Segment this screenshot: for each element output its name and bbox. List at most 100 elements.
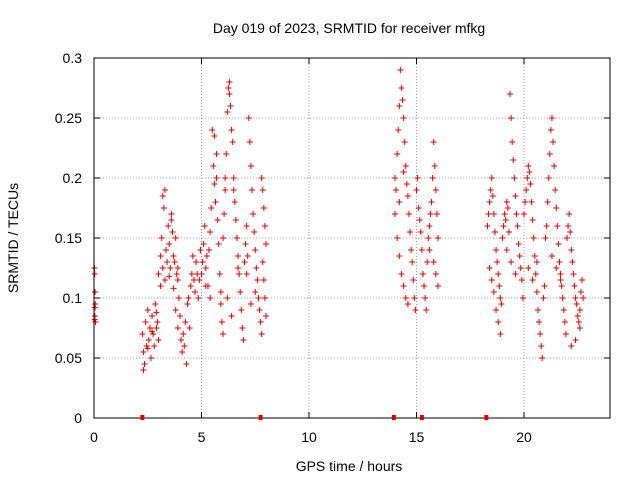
data-point xyxy=(402,295,409,301)
data-point xyxy=(517,265,524,271)
data-point xyxy=(419,271,426,277)
data-point xyxy=(488,175,495,181)
data-point xyxy=(201,223,208,229)
data-point xyxy=(403,181,410,187)
data-point xyxy=(504,205,511,211)
x-tick-label: 20 xyxy=(516,429,532,445)
data-point xyxy=(224,295,231,301)
data-point xyxy=(198,271,205,277)
data-point xyxy=(213,175,220,181)
data-point xyxy=(513,211,520,217)
data-point xyxy=(514,223,521,229)
data-point xyxy=(562,331,569,337)
data-point xyxy=(227,103,234,109)
data-point xyxy=(435,283,441,289)
data-point xyxy=(243,271,250,277)
data-point xyxy=(400,283,407,289)
data-point xyxy=(146,325,153,331)
data-point xyxy=(216,271,223,277)
data-point xyxy=(263,313,269,319)
data-point xyxy=(220,235,226,241)
data-point xyxy=(92,304,99,311)
data-point xyxy=(568,343,575,349)
data-point xyxy=(166,273,173,280)
data-point xyxy=(193,259,200,265)
data-point xyxy=(561,319,568,325)
data-point xyxy=(154,319,161,325)
data-point xyxy=(491,229,498,235)
data-point xyxy=(518,277,525,283)
data-point xyxy=(572,337,579,343)
data-point xyxy=(573,301,580,307)
data-point xyxy=(142,319,149,325)
zero-marker xyxy=(419,415,424,420)
data-point xyxy=(404,193,411,199)
x-axis-label: GPS time / hours xyxy=(296,458,403,474)
data-point xyxy=(493,247,500,253)
data-point xyxy=(515,241,522,247)
data-point xyxy=(412,307,419,313)
data-point xyxy=(261,223,268,229)
data-point xyxy=(524,175,531,181)
data-point xyxy=(149,313,156,319)
data-point xyxy=(220,331,226,337)
data-point xyxy=(172,307,179,313)
data-point xyxy=(231,199,238,205)
data-point xyxy=(533,289,540,295)
data-point xyxy=(396,103,403,109)
data-point xyxy=(91,271,98,277)
y-tick-label: 0.25 xyxy=(55,110,82,126)
data-point xyxy=(173,271,180,277)
data-point xyxy=(238,307,245,313)
data-point xyxy=(247,301,254,307)
data-point xyxy=(190,277,197,283)
data-point xyxy=(415,205,422,211)
data-point xyxy=(501,211,508,217)
data-point xyxy=(485,211,492,217)
data-point xyxy=(178,337,185,343)
data-point xyxy=(559,295,566,301)
data-point xyxy=(433,211,440,217)
data-point xyxy=(172,235,179,241)
data-point xyxy=(490,211,497,217)
data-point xyxy=(174,265,181,271)
data-point xyxy=(158,235,165,241)
data-point xyxy=(486,199,493,205)
data-point xyxy=(509,139,516,145)
data-point xyxy=(408,247,415,253)
data-point xyxy=(183,361,190,367)
data-point xyxy=(395,127,402,133)
data-point xyxy=(251,229,258,235)
data-point xyxy=(431,163,438,169)
data-point xyxy=(233,235,240,241)
data-point xyxy=(496,283,503,289)
data-point xyxy=(192,289,199,295)
data-point xyxy=(577,289,584,295)
data-point xyxy=(542,235,549,241)
y-tick-label: 0.05 xyxy=(55,350,82,366)
data-point xyxy=(409,259,416,265)
data-point xyxy=(522,199,529,205)
data-point xyxy=(489,193,496,199)
data-point xyxy=(510,157,517,163)
data-point xyxy=(430,259,437,265)
data-point xyxy=(502,217,509,223)
data-point xyxy=(503,199,510,205)
data-point xyxy=(416,217,423,223)
data-point xyxy=(493,307,500,313)
data-point xyxy=(252,247,259,253)
data-point xyxy=(196,277,203,283)
data-point xyxy=(170,285,177,292)
x-tick-label: 0 xyxy=(90,429,98,445)
data-point xyxy=(222,175,229,181)
data-point xyxy=(576,307,583,313)
data-point xyxy=(207,295,214,301)
data-point xyxy=(425,235,432,241)
data-point xyxy=(435,235,441,241)
zero-markers xyxy=(140,415,489,420)
data-point xyxy=(221,211,228,217)
data-point xyxy=(230,187,237,193)
data-point xyxy=(423,307,430,313)
data-point xyxy=(488,277,495,283)
data-point xyxy=(222,187,229,193)
